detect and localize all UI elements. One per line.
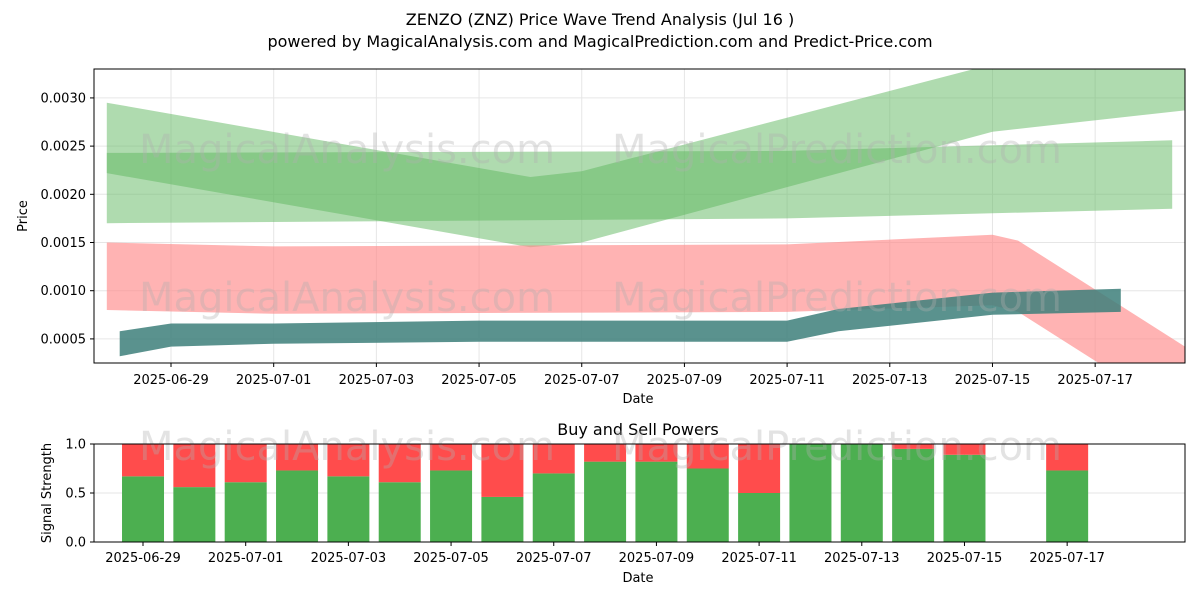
watermark-prediction-mid: MagicalPrediction.com — [612, 275, 1062, 321]
buy-bar — [584, 461, 627, 542]
price-x-tick-label: 2025-07-05 — [441, 373, 517, 388]
buy-bar — [173, 487, 216, 542]
powers-x-tick-label: 2025-07-09 — [619, 551, 695, 566]
powers-x-tick-label: 2025-07-03 — [311, 551, 387, 566]
sell-bar — [430, 444, 473, 471]
buy-bar — [378, 482, 421, 542]
sell-bar — [327, 444, 370, 477]
price-x-tick-label: 2025-07-11 — [749, 373, 825, 388]
buy-bar — [276, 470, 319, 542]
price-band-1 — [106, 140, 1173, 224]
powers-y-axis-label: Signal Strength — [40, 443, 55, 543]
powers-bars — [122, 444, 1089, 542]
buy-bar — [943, 454, 986, 542]
buy-bar — [122, 476, 165, 542]
price-x-tick-label: 2025-07-17 — [1057, 373, 1133, 388]
price-x-tick-label: 2025-07-03 — [339, 373, 415, 388]
sell-bar — [276, 444, 319, 471]
price-x-tick-label: 2025-07-01 — [236, 373, 312, 388]
powers-y-tick-label: 1.0 — [65, 438, 86, 453]
watermark-analysis-top: MagicalAnalysis.com — [139, 127, 555, 173]
price-x-tick-label: 2025-07-13 — [852, 373, 928, 388]
chart-title: ZENZO (ZNZ) Price Wave Trend Analysis (J… — [406, 10, 794, 29]
powers-x-tick-label: 2025-07-13 — [824, 551, 900, 566]
powers-y-axis: 0.0 0.5 1.0 — [65, 438, 94, 551]
sell-bar — [584, 444, 627, 462]
price-x-axis: 2025-06-29 2025-07-01 2025-07-03 2025-07-05… — [133, 363, 1133, 388]
watermark-analysis-mid: MagicalAnalysis.com — [139, 275, 555, 321]
buy-bar — [481, 496, 524, 542]
buy-bar — [840, 444, 883, 542]
price-band-3 — [119, 288, 1121, 357]
price-x-tick-label: 2025-07-15 — [955, 373, 1031, 388]
price-y-tick-label: 0.0015 — [41, 236, 87, 251]
price-plot-frame — [93, 68, 1186, 364]
buy-bar — [430, 470, 473, 542]
price-x-tick-label: 2025-07-09 — [647, 373, 723, 388]
powers-chart-title: Buy and Sell Powers — [557, 420, 719, 439]
price-band-2 — [106, 234, 1185, 363]
price-y-tick-label: 0.0030 — [41, 91, 87, 106]
price-y-tick-label: 0.0020 — [41, 188, 87, 203]
powers-x-tick-label: 2025-07-17 — [1029, 551, 1105, 566]
powers-x-tick-label: 2025-07-01 — [208, 551, 284, 566]
powers-x-tick-label: 2025-07-07 — [516, 551, 592, 566]
buy-bar — [789, 444, 832, 542]
price-x-tick-label: 2025-06-29 — [133, 373, 209, 388]
price-y-tick-label: 0.0005 — [41, 332, 87, 347]
powers-y-tick-label: 0.5 — [65, 487, 86, 502]
chart-subtitle: powered by MagicalAnalysis.com and Magic… — [267, 32, 932, 51]
buy-bar — [635, 461, 678, 542]
sell-bar — [378, 444, 421, 483]
watermark-analysis-bottom: MagicalAnalysis.com — [139, 424, 555, 470]
powers-x-tick-label: 2025-06-29 — [105, 551, 181, 566]
sell-bar — [481, 444, 524, 497]
sell-bar — [173, 444, 216, 488]
powers-x-tick-label: 2025-07-15 — [927, 551, 1003, 566]
watermark-prediction-top: MagicalPrediction.com — [612, 127, 1062, 173]
sell-bar — [738, 444, 781, 493]
powers-x-tick-label: 2025-07-11 — [721, 551, 797, 566]
sell-bar — [943, 444, 986, 455]
buy-bar — [1046, 470, 1089, 542]
price-y-axis: 0.0005 0.0010 0.0015 0.0020 0.0025 0.0030 — [41, 91, 94, 347]
watermark-prediction-bottom: MagicalPrediction.com — [612, 424, 1062, 470]
price-x-axis-label: Date — [622, 392, 653, 407]
sell-bar — [635, 444, 678, 462]
buy-bar — [738, 493, 781, 542]
powers-x-axis: 2025-06-29 2025-07-01 2025-07-03 2025-07-05… — [105, 542, 1105, 566]
price-x-tick-label: 2025-07-07 — [544, 373, 620, 388]
sell-bar — [532, 444, 575, 474]
sell-bar — [1046, 444, 1089, 471]
price-y-tick-label: 0.0025 — [41, 140, 87, 155]
sell-bar — [122, 444, 165, 477]
price-y-tick-label: 0.0010 — [41, 284, 87, 299]
buy-bar — [224, 482, 267, 542]
price-bands — [106, 69, 1185, 363]
buy-bar — [892, 448, 935, 542]
sell-bar — [224, 444, 267, 483]
powers-x-axis-label: Date — [622, 571, 653, 586]
price-y-axis-label: Price — [16, 200, 31, 232]
powers-x-tick-label: 2025-07-05 — [413, 551, 489, 566]
buy-bar — [686, 468, 729, 542]
sell-bar — [892, 444, 935, 449]
buy-bar — [532, 473, 575, 542]
powers-y-tick-label: 0.0 — [65, 536, 86, 551]
sell-bar — [686, 444, 729, 469]
buy-bar — [327, 476, 370, 542]
